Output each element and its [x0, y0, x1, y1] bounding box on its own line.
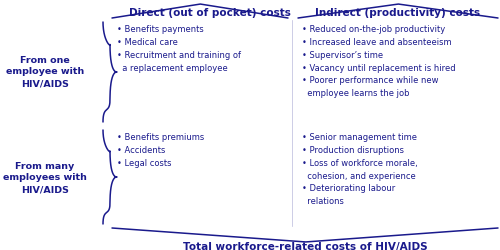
Text: • Benefits premiums
• Accidents
• Legal costs: • Benefits premiums • Accidents • Legal … [117, 133, 204, 168]
Text: • Benefits payments
• Medical care
• Recruitment and training of
  a replacement: • Benefits payments • Medical care • Rec… [117, 25, 241, 72]
Text: Total workforce-related costs of HIV/AIDS: Total workforce-related costs of HIV/AID… [182, 242, 428, 250]
Text: Direct (out of pocket) costs: Direct (out of pocket) costs [129, 8, 291, 18]
Text: From many
employees with
HIV/AIDS: From many employees with HIV/AIDS [3, 162, 87, 194]
Text: Indirect (productivity) costs: Indirect (productivity) costs [316, 8, 480, 18]
Text: • Senior management time
• Production disruptions
• Loss of workforce morale,
  : • Senior management time • Production di… [302, 133, 418, 206]
Text: From one
employee with
HIV/AIDS: From one employee with HIV/AIDS [6, 56, 84, 88]
Text: • Reduced on-the-job productivity
• Increased leave and absenteeism
• Supervisor: • Reduced on-the-job productivity • Incr… [302, 25, 456, 98]
